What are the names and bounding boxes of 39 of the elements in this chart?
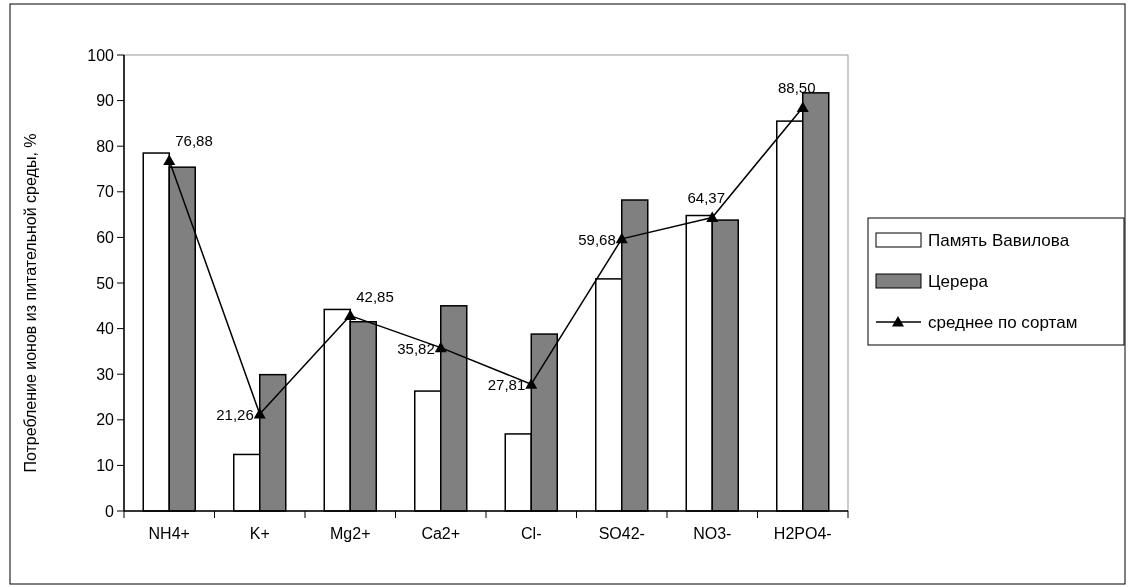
data-label: 59,68 (578, 230, 616, 248)
y-tick-label: 80 (96, 137, 115, 155)
data-label: 88,50 (777, 79, 816, 97)
y-axis-title: Потребление ионов из питательной среды, % (22, 133, 39, 473)
y-tick-label: 90 (96, 92, 115, 110)
y-tick-label: 10 (96, 457, 115, 474)
x-tick-label: NO3- (693, 525, 732, 542)
point (253, 408, 266, 419)
legend-label: Церера (928, 271, 989, 291)
point (796, 101, 809, 112)
x-tick-label: SO42- (598, 525, 645, 542)
point (434, 341, 447, 353)
y-tick-label: 30 (96, 365, 115, 383)
y-tick-label: 60 (96, 229, 115, 246)
point (344, 309, 357, 321)
y-tick-label: 70 (96, 183, 115, 201)
data-label: 42,85 (356, 287, 394, 305)
data-label: 64,37 (687, 189, 726, 207)
point (615, 232, 628, 244)
y-tick-label: 40 (96, 320, 115, 338)
y-tick-label: 20 (96, 411, 115, 429)
point (525, 378, 538, 389)
x-tick-label: Ca2+ (421, 525, 461, 542)
x-tick-label: NH4+ (148, 525, 190, 542)
y-tick-label: 50 (96, 274, 115, 292)
data-label: 27,81 (487, 376, 526, 394)
y-tick-label: 0 (105, 502, 115, 520)
x-tick-label: K+ (249, 525, 270, 542)
point (706, 211, 719, 222)
data-label: 76,88 (175, 132, 213, 150)
point (163, 154, 176, 165)
x-tick-label: Mg2+ (330, 525, 371, 542)
legend-label: Память Вавилова (928, 230, 1070, 250)
data-label: 35,82 (397, 339, 435, 357)
data-label: 21,26 (216, 406, 254, 424)
x-tick-label: H2PO4- (773, 525, 832, 542)
x-tick-label: Cl- (521, 525, 542, 542)
y-tick-label: 100 (87, 46, 115, 64)
legend-label: среднее по сортам (928, 312, 1078, 332)
